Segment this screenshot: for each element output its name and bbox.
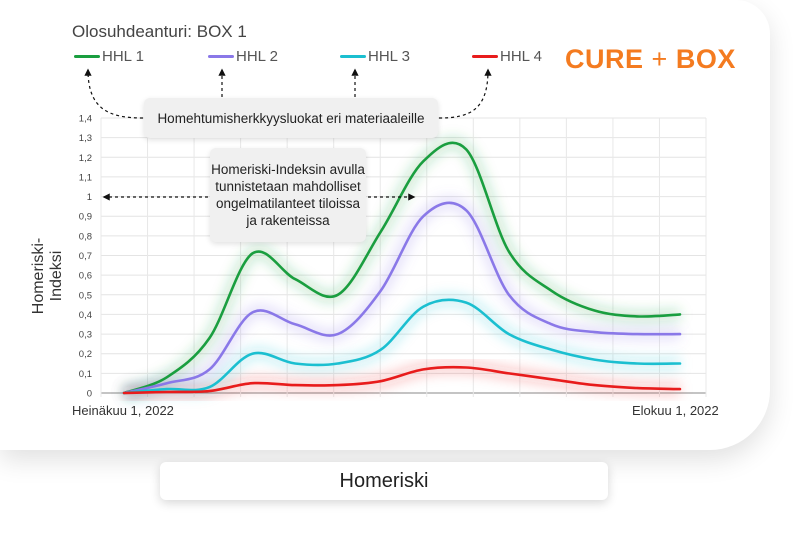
y-tick-labels: 0 0,1 0,2 0,3 0,4 0,5 0,6 0,7 0,8 0,9 1 1,1 1,2 1,3 1,… xyxy=(79,114,92,400)
index-annotation-text: Homeriski-Indeksin avulla tunnistetaan m… xyxy=(211,162,365,228)
y-tick-label: 0,7 xyxy=(79,251,92,262)
brand-cure: CURE xyxy=(565,44,644,74)
legend-label-hhl-2: HHL 2 xyxy=(236,48,278,65)
brand-box: BOX xyxy=(675,44,736,74)
y-tick-label: 0 xyxy=(87,389,92,400)
brand-plus: + xyxy=(651,44,668,74)
y-tick-label: 1,1 xyxy=(79,172,92,183)
legend-annotation-text: Homehtumisherkkyysluokat eri materiaalei… xyxy=(157,110,425,126)
legend-annotation: Homehtumisherkkyysluokat eri materiaalei… xyxy=(144,98,438,138)
y-tick-label: 0,3 xyxy=(79,330,92,341)
legend-item-hhl-2[interactable]: HHL 2 xyxy=(208,48,278,65)
x-tick-label-end: Elokuu 1, 2022 xyxy=(632,403,719,418)
y-tick-label: 0,1 xyxy=(79,369,92,380)
legend-item-hhl-1[interactable]: HHL 1 xyxy=(74,48,144,65)
y-tick-label: 0,8 xyxy=(79,231,92,242)
index-annotation: Homeriski-Indeksin avulla tunnistetaan m… xyxy=(210,148,366,242)
annotation-arrows xyxy=(84,68,492,201)
series-line-hhl-4 xyxy=(122,365,682,395)
y-tick-label: 0,4 xyxy=(79,310,92,321)
brand-logo: CURE + BOX xyxy=(565,44,736,75)
series-line-hhl-3 xyxy=(122,298,682,395)
legend-label-hhl-1: HHL 1 xyxy=(102,48,144,65)
legend-swatch-hhl-4 xyxy=(472,55,498,58)
y-tick-label: 1,2 xyxy=(79,153,92,164)
legend-swatch-hhl-3 xyxy=(340,55,366,58)
legend-swatch-hhl-2 xyxy=(208,55,234,58)
arrow-to-hhl-4 xyxy=(438,68,492,119)
legend-label-hhl-4: HHL 4 xyxy=(500,48,542,65)
legend-item-hhl-3[interactable]: HHL 3 xyxy=(340,48,410,65)
y-tick-label: 1 xyxy=(87,192,92,203)
series-glow-layer xyxy=(121,136,681,399)
chart-title: Olosuhdeanturi: BOX 1 xyxy=(72,22,247,41)
y-axis-label: Homeriski-Indeksi xyxy=(30,237,65,315)
y-tick-label: 1,4 xyxy=(79,114,92,125)
series-line-hhl-2 xyxy=(122,201,682,395)
y-tick-label: 0,9 xyxy=(79,212,92,223)
y-tick-label: 0,6 xyxy=(79,271,92,282)
y-tick-label: 1,3 xyxy=(79,133,92,144)
legend-item-hhl-4[interactable]: HHL 4 xyxy=(472,48,542,65)
caption-text: Homeriski xyxy=(339,469,429,492)
y-tick-label: 0,2 xyxy=(79,349,92,360)
y-tick-label: 0,5 xyxy=(79,290,92,301)
legend-swatch-hhl-1 xyxy=(74,55,100,58)
legend-label-hhl-3: HHL 3 xyxy=(368,48,410,65)
caption-box: Homeriski xyxy=(160,462,608,500)
arrow-to-hhl-1 xyxy=(84,68,144,119)
x-tick-label-start: Heinäkuu 1, 2022 xyxy=(72,403,174,418)
